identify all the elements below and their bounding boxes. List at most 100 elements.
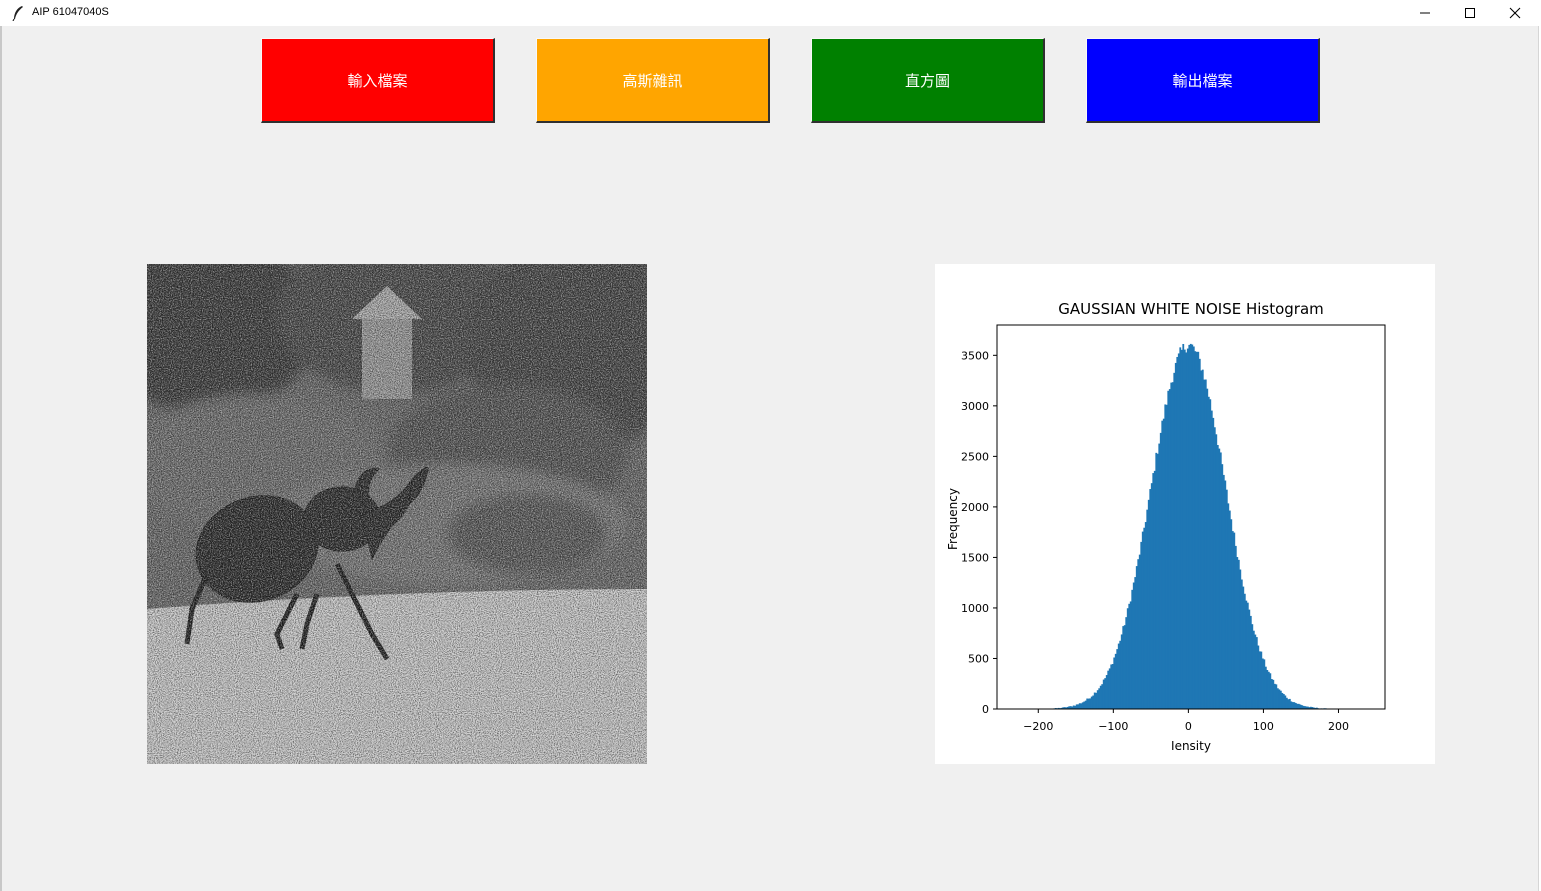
y-tick-label: 1000 [961,602,989,615]
close-button[interactable] [1492,0,1538,26]
histogram-bar [1275,684,1278,709]
histogram-bar [1272,679,1275,709]
histogram-bar [1120,634,1123,709]
histogram-bar [1251,624,1254,709]
y-tick-label: 500 [968,652,989,665]
output-file-label: 輸出檔案 [1172,71,1233,90]
histogram-bar [1063,707,1066,709]
histogram-bar [1221,464,1224,709]
histogram-bar [1093,692,1096,709]
histogram-bar [1213,427,1216,709]
histogram-bar [1074,705,1077,709]
histogram-bar [1174,362,1177,709]
histogram-bar [1281,692,1284,709]
histogram-bar [1102,679,1105,709]
histogram-bar [1104,678,1107,709]
window-titlebar: AIP 61047040S [0,0,1541,26]
histogram-bar [1269,673,1272,709]
y-tick-label: 3000 [961,400,989,413]
histogram-bar [1257,645,1260,709]
histogram-bar [1146,509,1149,709]
feather-icon [11,5,25,22]
histogram-bar [1098,688,1101,709]
histogram-bar [1299,704,1302,709]
histogram-bar [1210,410,1213,709]
maximize-button[interactable] [1447,0,1493,26]
histogram-bar [1204,379,1207,709]
histogram-bar [1248,609,1251,709]
minimize-button[interactable] [1402,0,1448,26]
histogram-bar [1147,499,1150,709]
histogram-bar [1122,626,1125,709]
window-border-left [0,26,2,891]
histogram-bar [1288,698,1291,709]
histogram-bar [1153,470,1156,709]
histogram-bar [1141,531,1144,709]
histogram-bar [1291,702,1294,709]
histogram-bar [1306,706,1309,709]
histogram-bar [1111,664,1114,709]
histogram-bar [1062,707,1065,709]
histogram-bar [1114,653,1117,709]
histogram-bar [1198,358,1201,709]
histogram-bar [1200,370,1203,709]
histogram-bar [1309,706,1312,709]
histogram-bar [1239,569,1242,709]
histogram-bar [1236,557,1239,709]
plot-frame [996,324,1386,710]
histogram-bar [1072,705,1075,709]
histogram-bar [1287,699,1290,709]
histogram-bar [1107,670,1110,709]
histogram-bar [1096,690,1099,709]
input-file-button[interactable]: 輸入檔案 [261,38,495,123]
histogram-bar [1261,658,1264,709]
window-border-line [1538,26,1539,891]
minimize-icon [1419,7,1431,19]
histogram-bar [1279,690,1282,709]
histogram-bar [1215,434,1218,709]
histogram-chart: GAUSSIAN WHITE NOISE Histogram Iensity F… [946,300,1386,753]
histogram-bar [1255,637,1258,709]
histogram-bar [1149,489,1152,709]
window-border-right [1538,26,1541,891]
histogram-bar [1195,351,1198,709]
histogram-bar [1183,349,1186,709]
gaussian-noise-button[interactable]: 高斯雜訊 [536,38,770,123]
histogram-bar [1219,452,1222,709]
histogram-bar [1105,675,1108,709]
histogram-bar [1270,679,1273,709]
histogram-bar [1177,353,1180,709]
histogram-bar [1123,625,1126,709]
histogram-bar [1069,706,1072,709]
histogram-bar [1260,651,1263,709]
histogram-bar [1158,443,1161,709]
x-tick-label: 200 [1328,720,1349,733]
histogram-bar [1282,694,1285,709]
histogram-bar [1218,448,1221,709]
histogram-bar [1300,705,1303,709]
histogram-bar [1246,602,1249,709]
histogram-bar [1233,532,1236,709]
histogram-label: 直方圖 [904,71,950,90]
histogram-bar [1167,390,1170,709]
histogram-bar [1126,608,1129,709]
histogram-bar [1249,615,1252,709]
histogram-bar [1305,706,1308,709]
histogram-button[interactable]: 直方圖 [811,38,1045,123]
histogram-bar [1171,382,1174,709]
histogram-bar [1212,417,1215,709]
histogram-bar [1083,701,1086,709]
histogram-bar [1137,559,1140,709]
histogram-bar [1294,702,1297,709]
histogram-bar [1242,586,1245,709]
histogram-bar [1087,698,1090,709]
histogram-bar [1089,698,1092,709]
x-axis-label: Iensity [1171,739,1211,753]
output-file-button[interactable]: 輸出檔案 [1086,38,1320,123]
histogram-bar [1209,399,1212,709]
histogram-bar [1108,668,1111,709]
histogram-bar [1179,347,1182,709]
x-tick-label: 0 [1185,720,1192,733]
histogram-bar [1060,707,1063,709]
histogram-bar [1267,671,1270,709]
